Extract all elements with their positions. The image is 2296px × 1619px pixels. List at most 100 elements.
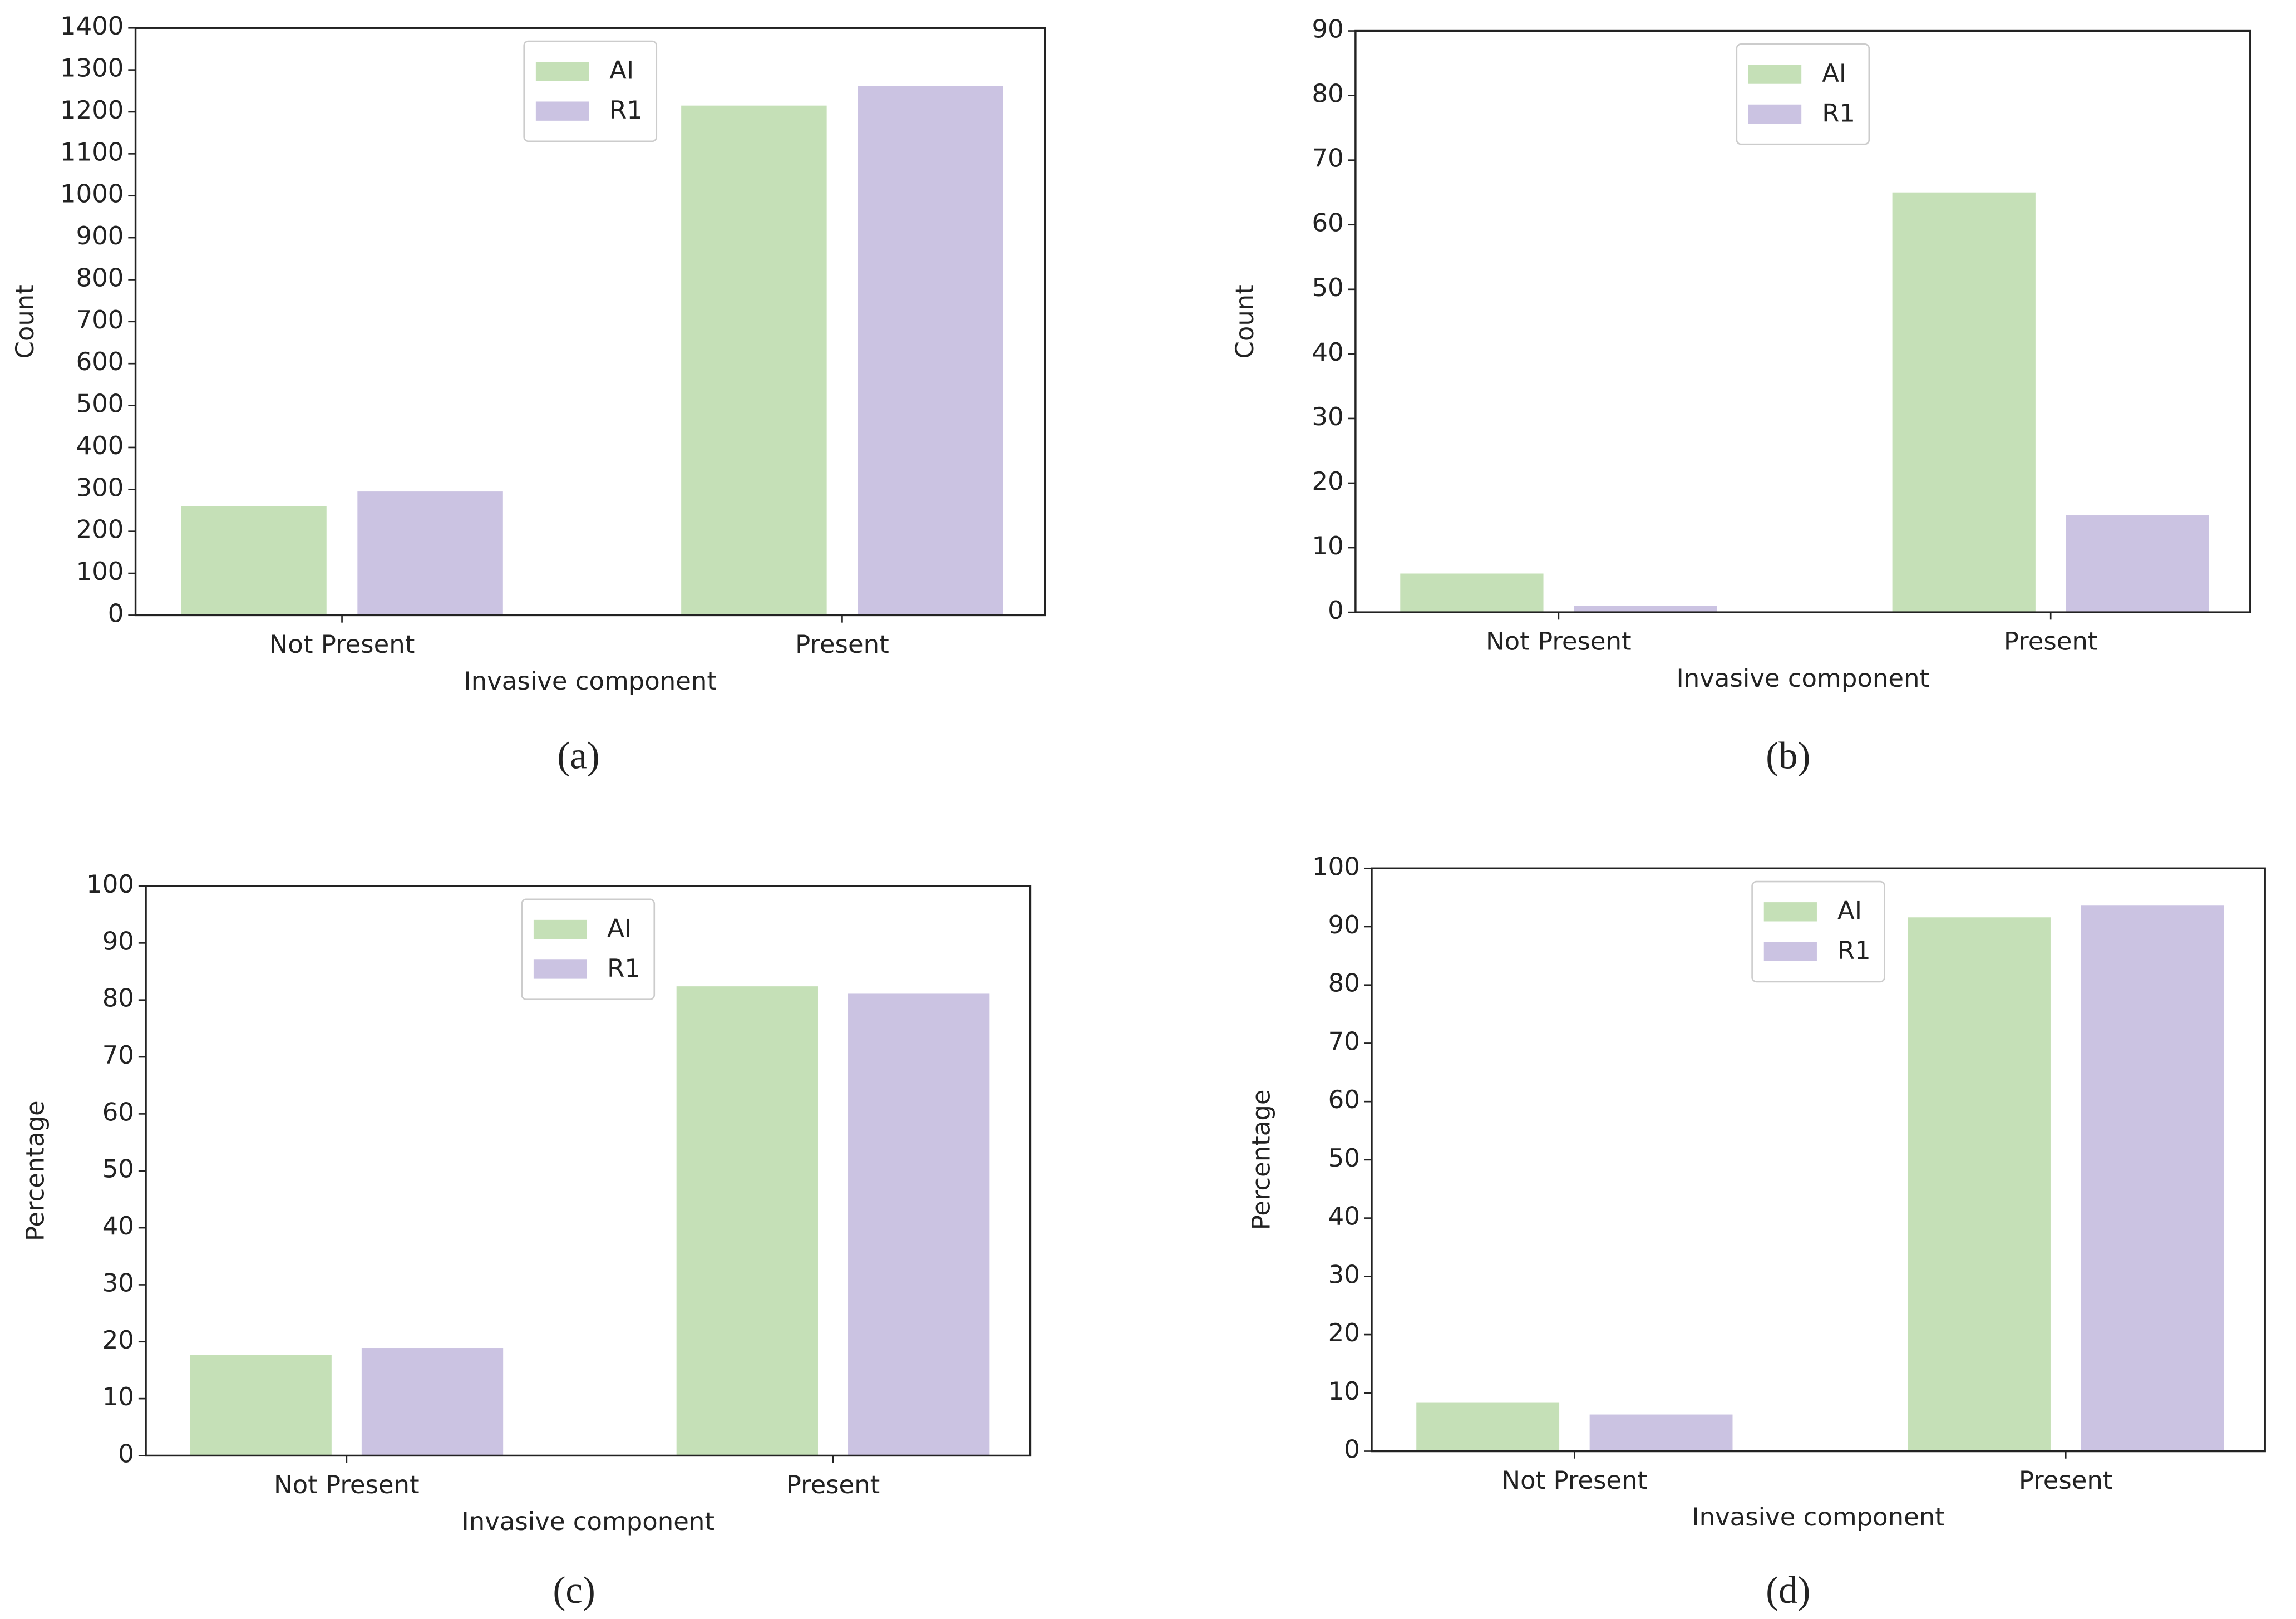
y-tick-label: 70 bbox=[1328, 1026, 1360, 1056]
legend-box bbox=[523, 40, 658, 142]
x-tick-label: Not Present bbox=[274, 1470, 420, 1499]
legend-swatch bbox=[1763, 942, 1817, 961]
legend-label: R1 bbox=[609, 95, 643, 125]
bar bbox=[848, 993, 990, 1456]
x-tick-label: Not Present bbox=[1502, 1465, 1648, 1495]
y-tick-label: 300 bbox=[76, 473, 124, 502]
legend-swatch bbox=[1748, 65, 1802, 84]
legend-label: AI bbox=[607, 913, 632, 943]
y-tick-label: 40 bbox=[1328, 1202, 1360, 1231]
y-tick-label: 50 bbox=[1328, 1143, 1360, 1173]
y-axis-label: Count bbox=[1230, 284, 1259, 358]
legend-label: AI bbox=[1837, 896, 1862, 926]
bar bbox=[190, 1355, 332, 1456]
bar bbox=[357, 491, 503, 616]
y-tick-label: 1000 bbox=[60, 179, 124, 209]
y-tick-label: 40 bbox=[102, 1211, 134, 1241]
plot-frame bbox=[145, 885, 1032, 1457]
x-tick-label: Present bbox=[2004, 627, 2098, 656]
plot-frame bbox=[134, 27, 1046, 617]
bar bbox=[1400, 573, 1544, 613]
legend-label: AI bbox=[1822, 58, 1846, 88]
y-tick-label: 10 bbox=[1312, 531, 1344, 560]
y-tick-label: 90 bbox=[1312, 14, 1344, 44]
legend-swatch bbox=[1748, 104, 1802, 124]
y-tick-label: 30 bbox=[1328, 1259, 1360, 1289]
y-tick-label: 20 bbox=[1328, 1318, 1360, 1347]
x-axis-label: Invasive component bbox=[464, 666, 717, 696]
y-tick-label: 0 bbox=[1328, 596, 1344, 625]
y-tick-label: 90 bbox=[1328, 910, 1360, 939]
y-tick-label: 200 bbox=[76, 515, 124, 544]
y-axis-label: Count bbox=[10, 284, 40, 358]
y-tick-label: 800 bbox=[76, 263, 124, 292]
y-tick-label: 80 bbox=[1312, 79, 1344, 109]
y-tick-label: 1300 bbox=[60, 53, 124, 83]
legend-label: R1 bbox=[1822, 98, 1855, 127]
x-axis-label: Invasive component bbox=[461, 1507, 715, 1536]
y-tick-label: 10 bbox=[1328, 1376, 1360, 1406]
bar bbox=[681, 105, 827, 616]
y-tick-label: 1100 bbox=[60, 137, 124, 166]
x-tick-label: Not Present bbox=[1486, 627, 1632, 656]
bar bbox=[676, 986, 818, 1456]
caption: (c) bbox=[553, 1569, 595, 1611]
y-tick-label: 80 bbox=[102, 983, 134, 1013]
y-tick-label: 700 bbox=[76, 305, 124, 334]
y-tick-label: 100 bbox=[86, 869, 134, 899]
y-tick-label: 500 bbox=[76, 389, 124, 419]
legend-swatch bbox=[535, 101, 589, 121]
x-axis-label: Invasive component bbox=[1677, 663, 1930, 693]
y-tick-label: 70 bbox=[1312, 144, 1344, 173]
y-tick-label: 600 bbox=[76, 347, 124, 376]
legend-label: R1 bbox=[1837, 936, 1871, 965]
y-tick-label: 90 bbox=[102, 926, 134, 956]
y-tick-label: 400 bbox=[76, 431, 124, 460]
y-tick-label: 100 bbox=[1312, 852, 1360, 881]
bar bbox=[858, 86, 1003, 616]
y-axis-label: Percentage bbox=[1246, 1090, 1275, 1231]
y-tick-label: 60 bbox=[1312, 208, 1344, 238]
y-tick-label: 0 bbox=[118, 1439, 134, 1468]
legend-box bbox=[1736, 43, 1870, 145]
legend-swatch bbox=[533, 919, 587, 939]
plot-frame bbox=[1371, 867, 2266, 1453]
plot-frame bbox=[1354, 29, 2251, 613]
y-axis-label: Percentage bbox=[20, 1100, 50, 1241]
y-tick-label: 900 bbox=[76, 221, 124, 250]
bar bbox=[1574, 606, 1717, 613]
legend-swatch bbox=[535, 62, 589, 81]
y-tick-label: 1200 bbox=[60, 95, 124, 125]
y-tick-label: 0 bbox=[108, 598, 124, 628]
bar bbox=[361, 1348, 504, 1456]
x-tick-label: Not Present bbox=[269, 629, 415, 659]
y-tick-label: 40 bbox=[1312, 337, 1344, 367]
y-tick-label: 20 bbox=[102, 1325, 134, 1355]
caption: (b) bbox=[1766, 734, 1810, 776]
x-axis-label: Invasive component bbox=[1692, 1502, 1945, 1532]
legend-label: R1 bbox=[607, 953, 640, 983]
x-tick-label: Present bbox=[2019, 1465, 2113, 1495]
y-tick-label: 1400 bbox=[60, 11, 124, 41]
bar bbox=[1416, 1402, 1560, 1451]
bar bbox=[2081, 905, 2224, 1451]
y-tick-label: 50 bbox=[1312, 273, 1344, 302]
y-tick-label: 100 bbox=[76, 557, 124, 586]
x-tick-label: Present bbox=[786, 1470, 880, 1499]
bar bbox=[1589, 1414, 1733, 1451]
y-tick-label: 50 bbox=[102, 1154, 134, 1184]
legend-box bbox=[521, 898, 656, 1000]
legend-box bbox=[1751, 880, 1885, 983]
y-tick-label: 30 bbox=[102, 1268, 134, 1297]
y-tick-label: 20 bbox=[1312, 466, 1344, 496]
y-tick-label: 60 bbox=[1328, 1085, 1360, 1114]
bar bbox=[181, 506, 327, 616]
y-tick-label: 60 bbox=[102, 1097, 134, 1126]
y-tick-label: 80 bbox=[1328, 968, 1360, 998]
legend-swatch bbox=[533, 959, 587, 979]
legend-swatch bbox=[1763, 902, 1817, 922]
bar bbox=[1908, 917, 2051, 1451]
y-tick-label: 0 bbox=[1344, 1435, 1360, 1464]
